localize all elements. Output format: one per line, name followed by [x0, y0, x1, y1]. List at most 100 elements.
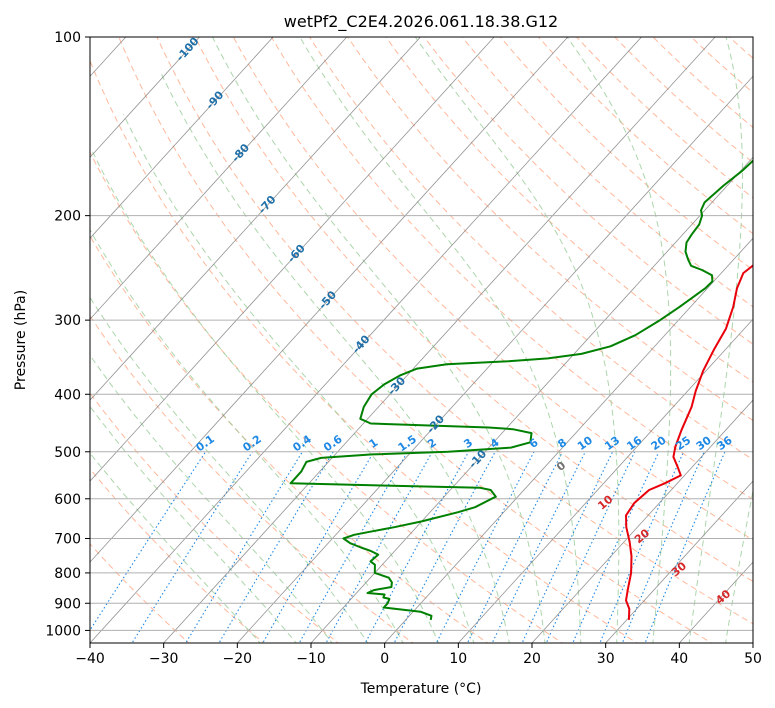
dry-adiabat-line — [90, 150, 564, 643]
isotherm-line — [752, 642, 753, 643]
x-tick-label: −40 — [75, 651, 105, 667]
y-tick-label: 300 — [54, 313, 81, 329]
x-tick-label: 50 — [744, 651, 762, 667]
isotherm-line — [90, 37, 421, 401]
mixing-ratio-line — [435, 451, 535, 643]
x-tick-label: 10 — [449, 651, 467, 667]
dry-adiabat-line — [309, 37, 753, 461]
y-tick-label: 400 — [54, 387, 81, 403]
y-tick-label: 700 — [54, 532, 81, 548]
profile-lines-layer — [289, 159, 753, 621]
isotherm-line — [90, 37, 642, 643]
moist-adiabat-line — [160, 72, 510, 643]
mixing-ratio-label: 10 — [575, 433, 595, 453]
x-tick-label: −20 — [223, 651, 253, 667]
isotherm-line — [90, 37, 200, 158]
x-tick-label: 0 — [380, 651, 389, 667]
isotherm-line — [458, 318, 753, 643]
moist-adiabat-line — [122, 114, 475, 643]
dry-adiabat-line — [537, 37, 753, 235]
ticks-layer: −40 −30 −20 −10 0 10 20 30 40 5010020030040050060… — [45, 30, 762, 667]
y-tick-label: 200 — [54, 209, 81, 225]
mixing-ratio-line — [572, 451, 660, 643]
moist-adiabat-line — [90, 452, 261, 643]
dry-adiabat-line — [194, 37, 753, 583]
mixing-ratio-label: 0.4 — [290, 432, 314, 454]
gridlines-layer — [90, 37, 753, 643]
y-tick-label: 600 — [54, 492, 81, 508]
background-lines-layer — [90, 24, 775, 646]
chart-title: wetPf2_C2E4.2026.061.18.38.G12 — [284, 12, 558, 32]
isotherm-line — [605, 480, 753, 643]
mixing-ratio-label: 3 — [461, 436, 475, 451]
mixing-ratio-label: 0.2 — [240, 432, 263, 454]
dry-adiabat-line — [118, 37, 713, 643]
dry-adiabat-line — [728, 37, 753, 59]
mixing-ratio-line — [521, 451, 614, 643]
mixing-ratio-label: 16 — [624, 433, 644, 453]
dry-adiabat-line — [90, 59, 638, 643]
y-tick-label: 1000 — [45, 623, 81, 639]
mixing-ratio-line — [466, 451, 563, 643]
moist-adiabat-line — [414, 37, 620, 643]
moist-adiabat-line — [90, 354, 333, 643]
mixing-ratio-label: 25 — [673, 434, 693, 453]
mixing-ratio-label: 0.6 — [321, 432, 345, 454]
mixing-ratio-line — [298, 451, 409, 643]
dry-adiabat-line — [90, 468, 265, 643]
dry-adiabat-line — [347, 37, 753, 422]
x-tick-label: 20 — [523, 651, 541, 667]
dry-adiabat-line — [753, 24, 775, 646]
moist-adiabat-line — [90, 228, 404, 643]
moist-adiabat-label: 40 — [713, 587, 733, 607]
mixing-ratio-line — [218, 451, 334, 643]
mixing-ratio-label: 2 — [425, 436, 439, 451]
y-tick-label: 500 — [54, 445, 81, 461]
dry-adiabat-line — [270, 37, 753, 501]
isotherm-line — [90, 37, 569, 563]
x-tick-label: 40 — [670, 651, 688, 667]
isotherm-line — [531, 399, 753, 643]
plot-frame — [89, 36, 754, 644]
mixing-ratio-label: 6 — [527, 436, 541, 451]
moist-adiabat-label: 10 — [595, 492, 615, 512]
dry-adiabat-line — [90, 315, 414, 643]
mixing-ratio-line — [644, 451, 726, 643]
mixing-ratio-label: 1.5 — [396, 432, 419, 454]
moist-adiabat-line — [90, 405, 297, 643]
x-axis-label: Temperature (°C) — [360, 681, 482, 697]
temperature-profile-line — [625, 264, 753, 620]
mixing-ratio-label: 8 — [555, 436, 569, 451]
mixing-ratio-line — [545, 451, 636, 643]
y-tick-label: 900 — [54, 596, 81, 612]
x-tick-label: −10 — [296, 651, 326, 667]
mixing-ratio-label: 1 — [367, 436, 381, 451]
isotherm-line — [310, 156, 753, 643]
dry-adiabat-line — [690, 37, 753, 94]
y-tick-label: 800 — [54, 566, 81, 582]
y-tick-label: 100 — [54, 30, 81, 46]
mixing-ratio-line — [393, 451, 496, 643]
mixing-ratio-line — [262, 451, 375, 643]
moist-adiabat-label: 0 — [554, 459, 568, 474]
isotherm-line — [90, 37, 274, 239]
mixing-ratio-label: 20 — [649, 433, 669, 453]
x-tick-label: −30 — [149, 651, 179, 667]
mixing-ratio-label: 13 — [602, 434, 622, 453]
moist-adiabat-label: 30 — [669, 559, 689, 579]
mixing-ratio-line — [185, 451, 303, 643]
isotherm-line — [679, 561, 753, 643]
mixing-ratio-line — [491, 451, 586, 643]
dry-adiabat-line — [232, 37, 753, 541]
dry-adiabat-line — [90, 392, 340, 643]
isotherm-line — [90, 37, 495, 482]
moist-adiabat-line — [725, 488, 753, 643]
moist-adiabat-line — [91, 149, 440, 643]
dewpoint-profile-line — [289, 159, 753, 621]
isotherm-line — [384, 237, 753, 643]
y-axis-label: Pressure (hPa) — [13, 290, 29, 390]
isotherm-line — [237, 75, 753, 643]
x-tick-label: 30 — [597, 651, 615, 667]
mixing-ratio-label: 30 — [694, 433, 714, 453]
